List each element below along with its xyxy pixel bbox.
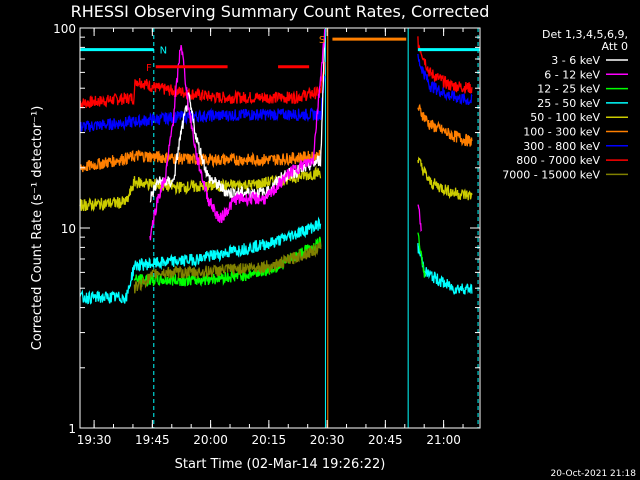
series-5 <box>149 29 423 241</box>
series-0 <box>79 36 473 109</box>
x-tick-label-1: 19:45 <box>135 433 170 447</box>
x-axis: 19:30 19:45 20:00 20:15 20:30 20:45 21:00 <box>77 28 464 447</box>
x-tick-label-2: 20:00 <box>193 433 228 447</box>
y-tick-label-2: 100 <box>53 22 76 36</box>
flag-n: N <box>160 46 167 57</box>
series-8-segment-0 <box>133 241 322 294</box>
plot-frame <box>79 27 481 429</box>
series-0-segment-1 <box>417 36 473 94</box>
y-axis-label: Corrected Count Rate (s⁻¹ detector⁻¹) <box>30 106 45 351</box>
series-8 <box>133 241 322 294</box>
series-2 <box>79 103 473 173</box>
flag-f: F <box>146 63 152 74</box>
footer-timestamp: 20-Oct-2021 21:18 <box>551 469 637 479</box>
legend-label-8: 7000 - 15000 keV <box>502 168 600 181</box>
legend-label-5: 100 - 300 keV <box>523 126 600 139</box>
legend-header-1: Att 0 <box>602 40 628 53</box>
series-7-segment-1 <box>417 232 426 278</box>
series-2-segment-0 <box>79 149 321 173</box>
series-6-segment-1 <box>417 243 473 295</box>
legend-label-6: 300 - 800 keV <box>523 140 600 153</box>
legend-label-4: 50 - 100 keV <box>530 111 600 124</box>
series-1-segment-1 <box>417 53 473 106</box>
series-6 <box>79 216 473 305</box>
y-tick-label-1: 10 <box>61 222 76 236</box>
legend-label-1: 6 - 12 keV <box>544 68 600 81</box>
series-1-segment-0 <box>79 76 326 133</box>
x-tick-label-4: 20:30 <box>310 433 345 447</box>
plot-area: NF S <box>79 28 480 428</box>
x-tick-label-3: 20:15 <box>252 433 287 447</box>
series-5-segment-0 <box>149 29 326 241</box>
legend-label-0: 3 - 6 keV <box>551 54 600 67</box>
chart-title: RHESSI Observing Summary Count Rates, Co… <box>71 2 490 21</box>
y-tick-label-0: 1 <box>68 422 76 436</box>
series-5-segment-1 <box>417 204 423 232</box>
legend-label-3: 25 - 50 keV <box>537 97 600 110</box>
series-3-segment-1 <box>417 156 473 201</box>
series-2-segment-1 <box>417 103 473 147</box>
x-axis-label: Start Time (02-Mar-14 19:26:22) <box>175 457 386 472</box>
x-tick-label-6: 21:00 <box>426 433 461 447</box>
series-6-segment-0 <box>79 216 322 305</box>
x-tick-label-0: 19:30 <box>77 433 112 447</box>
y-axis: 1 10 100 <box>53 22 480 436</box>
legend-header-0: Det 1,3,4,5,6,9, <box>542 28 628 41</box>
x-tick-label-5: 20:45 <box>368 433 403 447</box>
series-1 <box>79 53 473 133</box>
legend-label-7: 800 - 7000 keV <box>516 154 600 167</box>
flag-s: S <box>319 35 325 46</box>
legend-label-2: 12 - 25 keV <box>537 83 600 96</box>
series-0-segment-0 <box>79 61 326 109</box>
